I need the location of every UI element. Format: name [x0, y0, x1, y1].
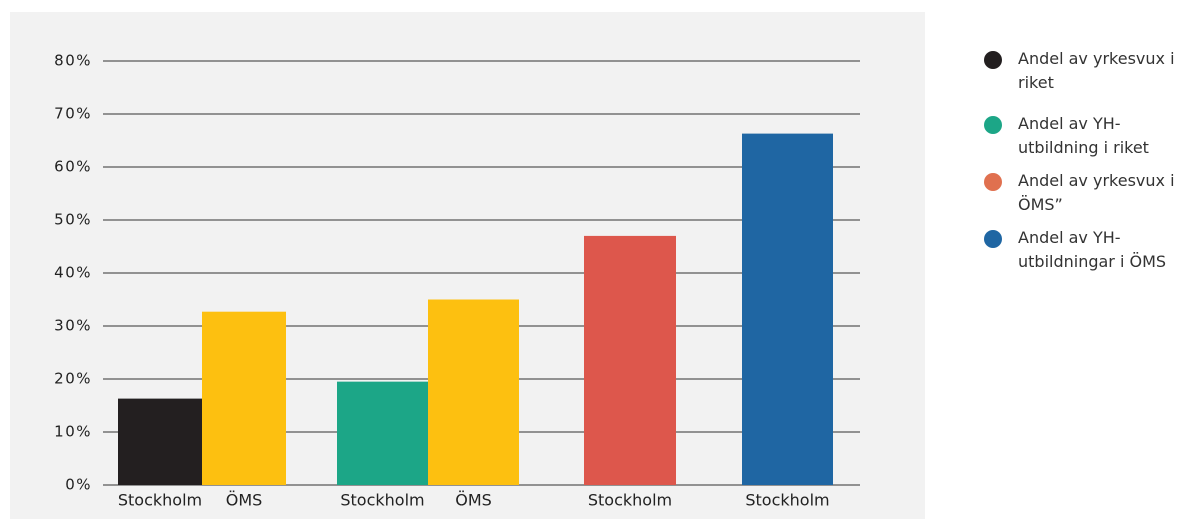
x-tick-label: Stockholm [340, 491, 424, 510]
bar [742, 133, 833, 486]
legend-label: Andel av YH-utbildning i riket [1018, 114, 1149, 157]
bar [428, 299, 519, 485]
legend-label: Andel av yrkesvux i riket [1018, 49, 1175, 92]
x-tick-label: Stockholm [745, 491, 829, 510]
legend-label: Andel av YH-utbildningar i ÖMS [1018, 228, 1167, 271]
legend-marker [984, 116, 1002, 134]
bar [584, 235, 676, 485]
y-tick-label: 0% [65, 476, 92, 494]
y-tick-label: 60% [54, 158, 92, 176]
y-tick-label: 10% [54, 423, 92, 441]
x-tick-label: ÖMS [226, 491, 263, 510]
y-tick-label: 20% [54, 370, 92, 388]
legend-marker [984, 173, 1002, 191]
x-tick-label: Stockholm [118, 491, 202, 510]
x-tick-label: Stockholm [588, 491, 672, 510]
y-tick-label: 40% [54, 264, 92, 282]
x-tick-label: ÖMS [455, 491, 492, 510]
y-tick-label: 30% [54, 317, 92, 335]
bar [118, 398, 202, 485]
y-tick-label: 50% [54, 211, 92, 229]
legend-marker [984, 230, 1002, 248]
bar [337, 381, 428, 485]
y-tick-label: 80% [54, 52, 92, 70]
bar [202, 311, 286, 485]
y-tick-label: 70% [54, 105, 92, 123]
legend-label: Andel av yrkesvux i ÖMS” [1018, 171, 1175, 214]
legend-marker [984, 51, 1002, 69]
